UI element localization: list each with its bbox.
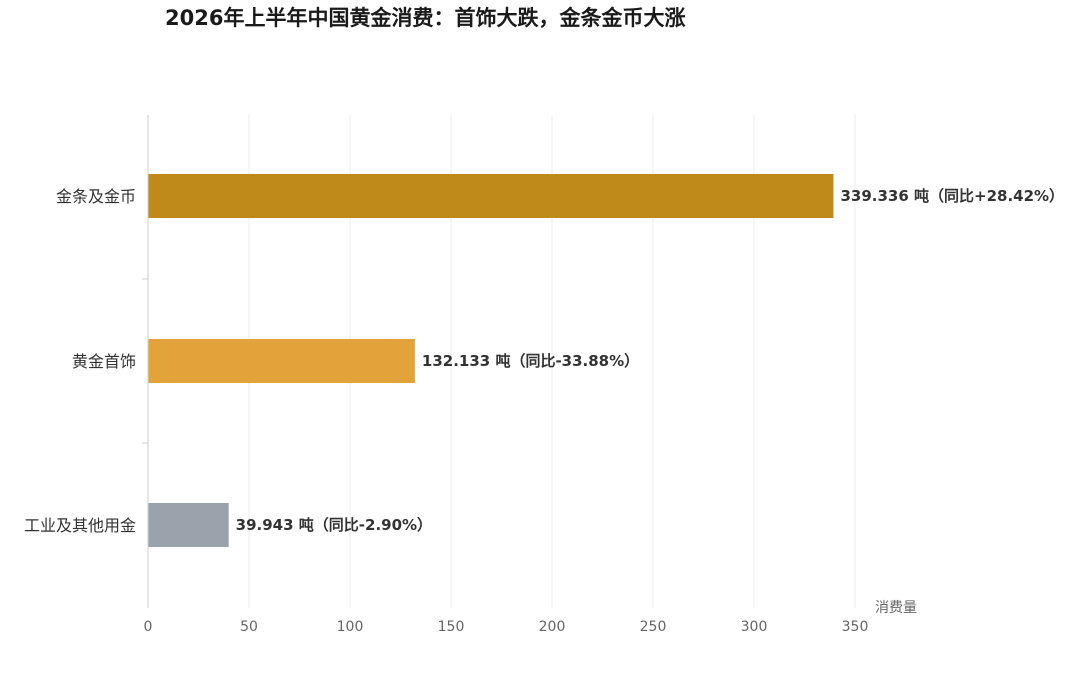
category-label: 金条及金币 — [56, 187, 136, 206]
x-tick-label: 100 — [337, 619, 364, 635]
bars — [148, 174, 834, 547]
x-tick-label: 150 — [438, 619, 465, 635]
x-tick-label: 200 — [539, 619, 566, 635]
axes — [142, 115, 149, 608]
category-label: 工业及其他用金 — [24, 516, 136, 535]
x-tick-label: 50 — [240, 619, 258, 635]
x-tick-label: 250 — [640, 619, 667, 635]
bar — [148, 503, 229, 547]
labels: 0 50 100 150 200 250 300 350 金条及金币 339.336 吨（同比+2… — [24, 187, 1064, 635]
bar — [148, 174, 834, 218]
data-label: 132.133 吨（同比-33.88%） — [422, 352, 639, 370]
x-tick-label: 0 — [144, 619, 153, 635]
x-tick-label: 300 — [741, 619, 768, 635]
bar — [148, 339, 415, 383]
chart-title: 2026年上半年中国黄金消费：首饰大跌，金条金币大涨 — [165, 6, 685, 30]
data-label: 39.943 吨（同比-2.90%） — [236, 516, 432, 534]
x-tick-label: 350 — [842, 619, 869, 635]
x-axis-title: 消费量 — [875, 600, 917, 616]
data-label: 339.336 吨（同比+28.42%） — [840, 187, 1064, 205]
category-label: 黄金首饰 — [72, 352, 136, 371]
